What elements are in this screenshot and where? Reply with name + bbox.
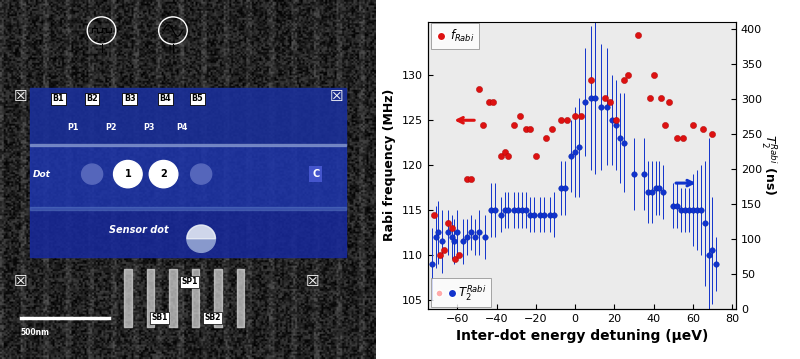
Circle shape: [150, 160, 178, 188]
Point: [427, 211, 440, 217]
Point: [530, 153, 542, 159]
Point: [663, 99, 676, 105]
Text: SB2: SB2: [204, 313, 221, 322]
Point: [574, 113, 587, 118]
Point: [477, 122, 490, 127]
Point: [502, 153, 515, 159]
Y-axis label: $T_2^{Rabi}$ (ns): $T_2^{Rabi}$ (ns): [759, 134, 778, 196]
Point: [610, 117, 622, 123]
Point: [696, 126, 709, 132]
Text: ☒: ☒: [330, 89, 343, 104]
X-axis label: Inter-dot energy detuning (μeV): Inter-dot energy detuning (μeV): [456, 329, 708, 343]
Y-axis label: Rabi frequency (MHz): Rabi frequency (MHz): [383, 89, 397, 241]
Point: [434, 252, 446, 258]
Text: B2: B2: [86, 94, 98, 103]
Point: [442, 220, 454, 226]
Text: B5: B5: [191, 94, 203, 103]
Point: [445, 225, 458, 231]
Text: B3: B3: [124, 94, 135, 103]
Point: [539, 135, 552, 141]
Point: [670, 135, 683, 141]
Text: 2: 2: [160, 169, 167, 179]
Point: [643, 95, 656, 101]
Point: [461, 176, 474, 181]
Text: SP1: SP1: [182, 277, 198, 286]
Point: [453, 252, 466, 258]
Point: [585, 77, 598, 83]
Point: [508, 122, 521, 127]
Text: 500nm: 500nm: [21, 327, 50, 337]
Point: [482, 99, 495, 105]
Text: Dot: Dot: [33, 169, 50, 179]
Point: [486, 99, 499, 105]
Point: [473, 86, 486, 92]
Point: [524, 126, 537, 132]
Polygon shape: [187, 225, 215, 239]
Text: B4: B4: [160, 94, 171, 103]
Text: B1: B1: [53, 94, 64, 103]
Text: P2: P2: [105, 123, 117, 132]
Point: [622, 73, 634, 78]
Point: [706, 131, 719, 136]
Point: [449, 256, 462, 262]
Legend: , $T_2^{Rabi}$: , $T_2^{Rabi}$: [431, 279, 491, 307]
Text: P3: P3: [143, 123, 154, 132]
Point: [438, 247, 450, 253]
Text: P4: P4: [177, 123, 188, 132]
Point: [677, 135, 690, 141]
Point: [545, 126, 558, 132]
Text: ☒: ☒: [14, 89, 27, 104]
Circle shape: [82, 164, 102, 184]
Point: [514, 113, 526, 118]
Point: [569, 113, 582, 118]
Point: [520, 126, 533, 132]
Point: [498, 149, 511, 154]
Circle shape: [114, 160, 142, 188]
Point: [494, 153, 507, 159]
Text: SB1: SB1: [152, 313, 168, 322]
Point: [618, 77, 630, 83]
Point: [655, 95, 668, 101]
Point: [686, 122, 699, 127]
Point: [604, 99, 617, 105]
Point: [598, 95, 611, 101]
Text: ☒: ☒: [306, 274, 319, 289]
Point: [659, 122, 672, 127]
Text: C: C: [312, 169, 319, 179]
Text: P1: P1: [68, 123, 79, 132]
Point: [631, 32, 644, 38]
Point: [465, 176, 478, 181]
Point: [647, 73, 660, 78]
Text: 1: 1: [125, 169, 131, 179]
Circle shape: [190, 164, 212, 184]
Point: [555, 117, 568, 123]
Text: ☒: ☒: [14, 274, 27, 289]
Point: [561, 117, 574, 123]
Text: Sensor dot: Sensor dot: [110, 225, 169, 235]
Circle shape: [187, 225, 215, 252]
